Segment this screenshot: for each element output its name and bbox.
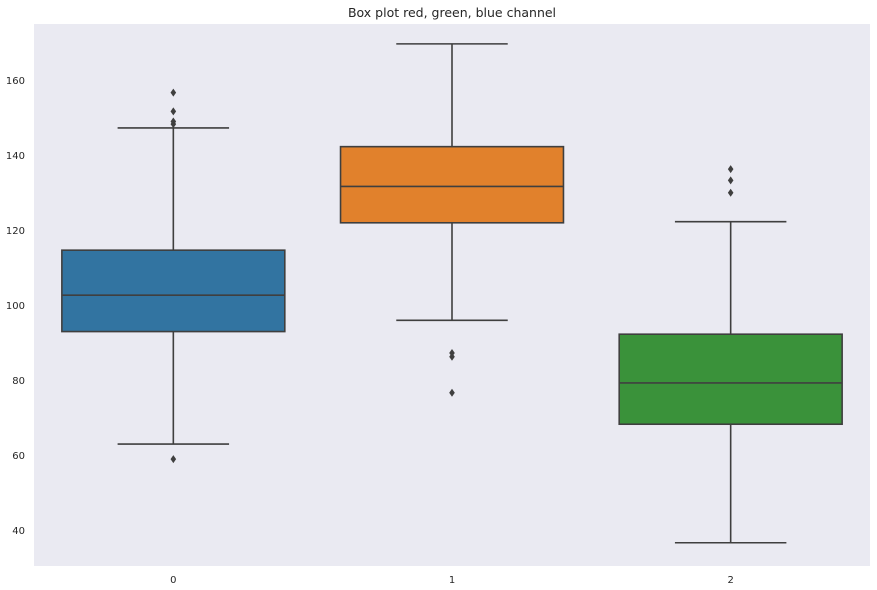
outlier-point — [449, 348, 455, 357]
outlier-point — [727, 188, 734, 197]
chart-title: Box plot red, green, blue channel — [348, 5, 556, 20]
outlier-point — [170, 117, 177, 126]
box-group-0 — [61, 88, 286, 464]
iqr-box — [618, 333, 843, 426]
outlier-point — [170, 107, 177, 116]
outlier-point — [170, 88, 177, 97]
y-tick-label: 120 — [6, 226, 25, 237]
outlier-point — [449, 388, 455, 397]
outlier-point — [727, 165, 734, 174]
iqr-box — [339, 145, 565, 224]
y-tick-label: 140 — [6, 151, 25, 162]
y-tick-label: 60 — [12, 451, 25, 462]
x-tick-label: 1 — [449, 575, 455, 586]
y-axis-ticks: 40 60 80 100 120 140 160 — [6, 76, 25, 537]
x-axis-ticks: 0 1 2 — [170, 575, 734, 586]
y-tick-label: 160 — [6, 76, 25, 87]
y-tick-label: 100 — [6, 301, 25, 312]
x-tick-label: 0 — [170, 575, 176, 586]
outlier-point — [727, 176, 734, 185]
box-group-2 — [618, 165, 843, 544]
y-tick-label: 40 — [12, 526, 25, 537]
iqr-box — [61, 249, 286, 333]
y-tick-label: 80 — [12, 376, 25, 387]
box-group-1 — [339, 43, 565, 397]
outlier-point — [170, 455, 177, 464]
box-series — [61, 43, 843, 544]
x-tick-label: 2 — [727, 575, 733, 586]
